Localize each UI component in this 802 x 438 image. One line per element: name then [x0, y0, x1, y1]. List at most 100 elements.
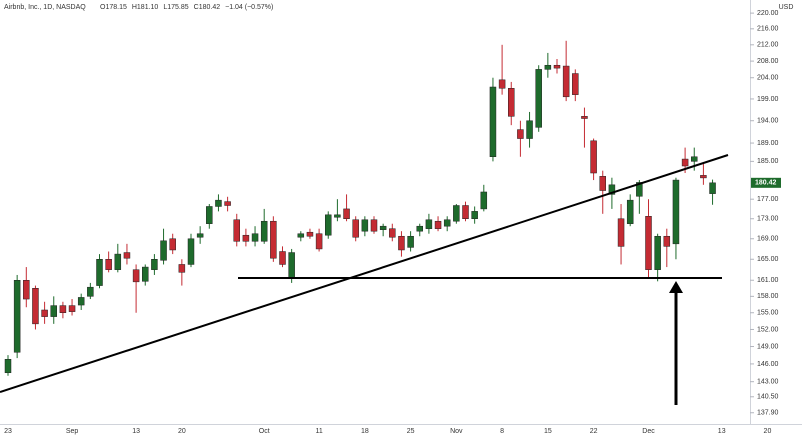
- y-tick-label: 152.00: [757, 326, 779, 333]
- candle-body: [32, 288, 39, 325]
- candle-body: [315, 233, 323, 250]
- arrow-head: [669, 281, 683, 293]
- y-tick-label: 149.00: [757, 343, 779, 350]
- candle-body: [242, 234, 250, 242]
- y-tick-label: 158.00: [757, 293, 779, 300]
- candle-body: [206, 206, 213, 224]
- candle-body: [233, 219, 240, 242]
- candle-body: [517, 129, 524, 139]
- candle-body: [544, 64, 552, 70]
- candle-body: [553, 64, 561, 69]
- candle-body: [599, 176, 606, 191]
- x-tick-label: 25: [407, 428, 415, 435]
- header-value: H181.10: [132, 4, 159, 11]
- candle-body: [87, 286, 94, 297]
- candle-body: [389, 228, 396, 238]
- candle-body: [68, 305, 76, 312]
- candle-body: [178, 264, 186, 273]
- currency-label: USD: [779, 4, 794, 11]
- candle-body: [572, 73, 579, 95]
- candle-body: [151, 259, 158, 270]
- candle-body: [700, 175, 707, 179]
- candle-body: [23, 280, 30, 300]
- candle-body: [498, 79, 506, 89]
- x-tick-label: Dec: [642, 428, 655, 435]
- candle-body: [425, 219, 433, 229]
- x-tick-label: 8: [500, 428, 504, 435]
- candle-body: [288, 252, 295, 278]
- candle-body: [352, 219, 359, 238]
- y-tick-label: 194.00: [757, 118, 779, 125]
- y-tick-label: 146.00: [757, 361, 779, 368]
- candle-body: [160, 240, 167, 261]
- candle-body: [562, 65, 570, 98]
- x-tick-label: 15: [544, 428, 552, 435]
- candle-body: [325, 214, 332, 236]
- candle-body: [4, 358, 12, 374]
- candle-body: [508, 88, 515, 117]
- y-tick-label: 169.00: [757, 236, 779, 243]
- candle-body: [590, 140, 597, 174]
- candle-body: [215, 199, 222, 207]
- candle-body: [654, 235, 661, 270]
- candle-body: [462, 205, 469, 219]
- candle-body: [398, 235, 405, 251]
- candle-body: [279, 251, 286, 265]
- candle-body: [434, 220, 442, 229]
- candle-body: [471, 211, 478, 219]
- candle-body: [626, 199, 634, 224]
- header-value: −1.04 (−0.57%): [225, 4, 273, 11]
- y-tick-label: 208.00: [757, 58, 779, 65]
- candle-body: [334, 214, 341, 218]
- y-tick-label: 189.00: [757, 140, 779, 147]
- y-tick-label: 173.00: [757, 216, 779, 223]
- candle-body: [453, 205, 460, 222]
- candle-body: [169, 238, 176, 251]
- candle-body: [59, 305, 67, 313]
- candle-body: [407, 235, 414, 248]
- last-price-label: 180.42: [755, 180, 777, 187]
- candle-body: [535, 69, 542, 128]
- candle-body: [645, 216, 652, 270]
- y-tick-label: 137.90: [757, 410, 779, 417]
- x-tick-label: Oct: [259, 428, 270, 435]
- candle-body: [370, 219, 378, 232]
- candle-body: [297, 233, 305, 238]
- candle-body: [96, 259, 103, 286]
- candle-body: [77, 297, 85, 306]
- header-value: L175.85: [163, 4, 188, 11]
- candle-body: [636, 182, 643, 197]
- candle-body: [224, 201, 231, 206]
- candle-body: [709, 182, 716, 194]
- x-tick-label: Sep: [66, 428, 79, 435]
- y-tick-label: 216.00: [757, 26, 779, 33]
- x-tick-label: 18: [361, 428, 369, 435]
- candle-body: [489, 86, 497, 158]
- candle-body: [480, 191, 488, 210]
- candle-body: [379, 225, 387, 230]
- x-tick-label: 22: [590, 428, 598, 435]
- header-values: O178.15 H181.10 L175.85 C180.42 −1.04 (−0.57…: [100, 4, 273, 11]
- candle-body: [608, 184, 616, 195]
- candle-body: [691, 156, 698, 162]
- candle-body: [672, 179, 680, 245]
- x-tick-label: 23: [4, 428, 12, 435]
- candle-body: [196, 233, 204, 238]
- candle-body: [114, 253, 122, 270]
- candle-body: [123, 252, 131, 259]
- candle-body: [260, 220, 268, 242]
- candle-body: [343, 208, 350, 219]
- candle-body: [13, 280, 21, 353]
- y-tick-label: 161.00: [757, 277, 779, 284]
- candle-body: [50, 305, 57, 317]
- trend-line: [0, 154, 729, 393]
- y-tick-label: 143.00: [757, 379, 779, 386]
- candle-body: [361, 219, 369, 232]
- y-tick-label: 199.00: [757, 96, 779, 103]
- candle-body: [617, 218, 625, 247]
- y-tick-label: 204.00: [757, 75, 779, 82]
- y-tick-label: 220.00: [757, 10, 779, 17]
- candle-body: [581, 116, 588, 119]
